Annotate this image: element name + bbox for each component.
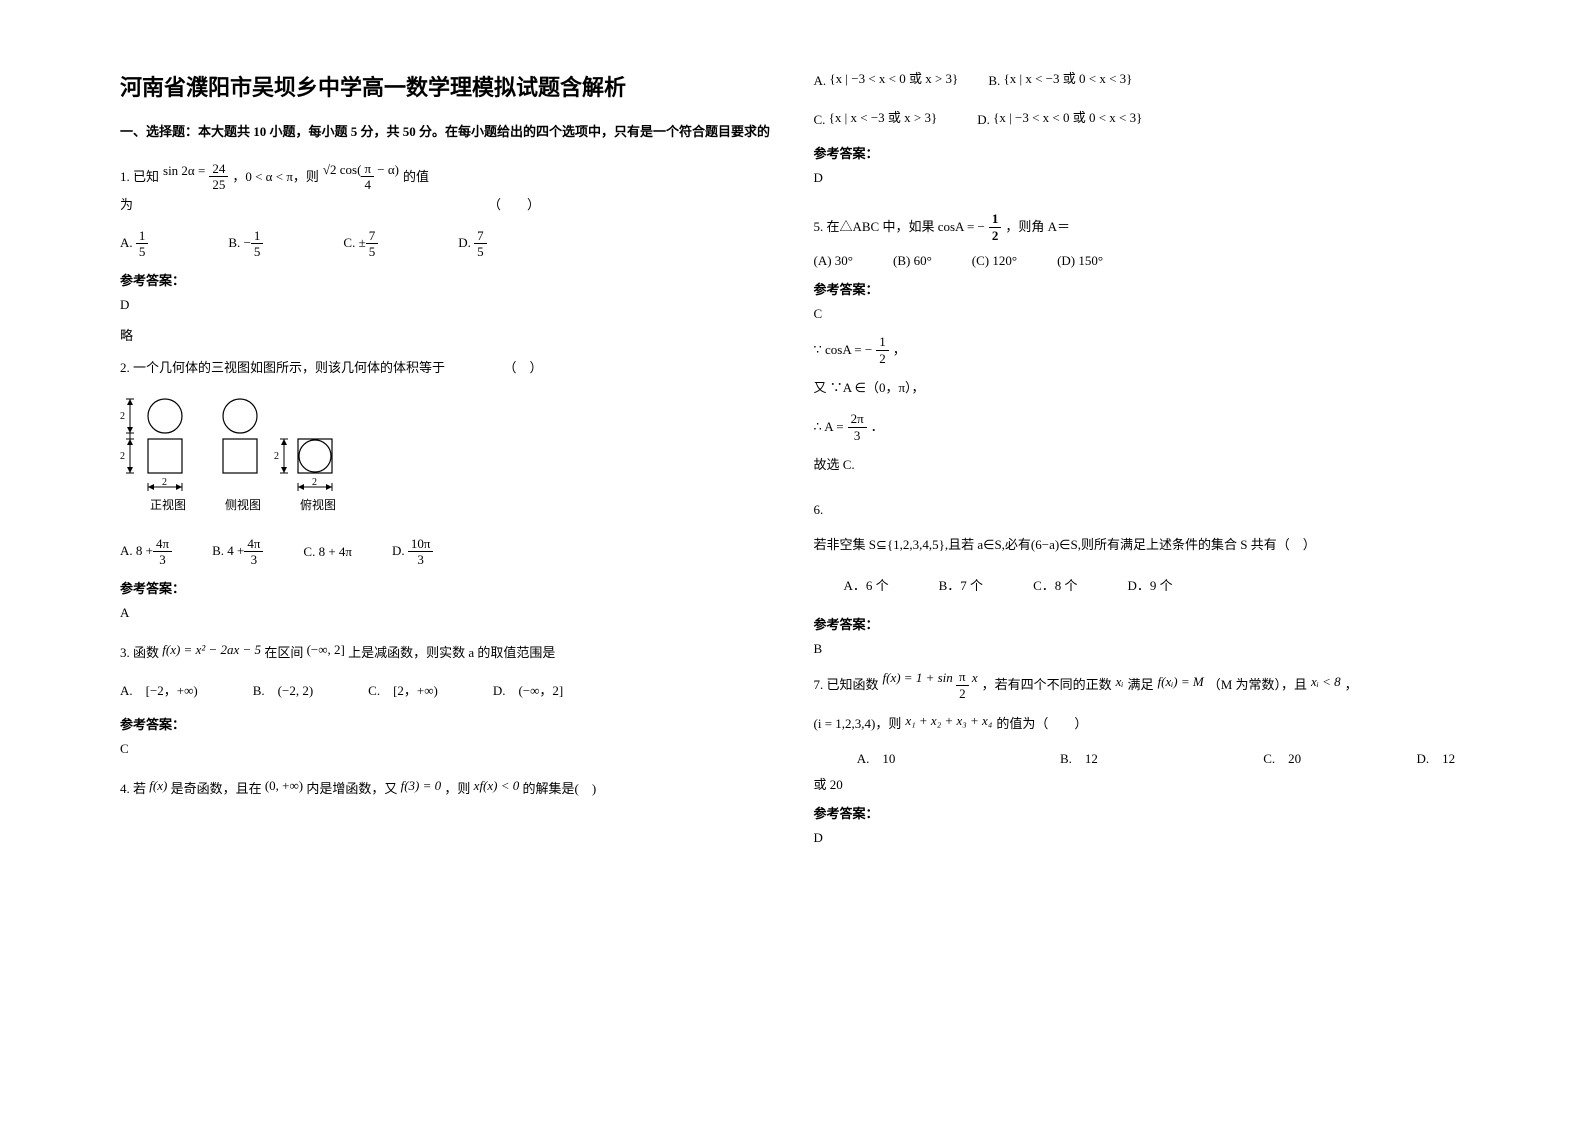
q4-opt-c: C. {x | x < −3 或 x > 3} (814, 109, 938, 128)
q1-answer: D (120, 297, 774, 313)
q5-answer-label: 参考答案： (814, 279, 1468, 298)
q1-eq-left: sin 2α = (163, 159, 205, 184)
q2-answer-label: 参考答案： (120, 578, 774, 597)
q2-options: A. 8 +4π3 B. 4 +4π3 C. 8 + 4π D. 10π3 (120, 536, 774, 568)
q1-opt-b: B. −15 (228, 228, 263, 260)
q7-fxi: f(xᵢ) = M (1158, 670, 1204, 695)
section-intro: 一、选择题：本大题共 10 小题，每小题 5 分，共 50 分。在每小题给出的四… (120, 122, 774, 143)
q1-note: 略 (120, 325, 774, 344)
q3-interval: (−∞, 2] (307, 642, 345, 657)
q2-answer: A (120, 605, 774, 621)
q3-answer: C (120, 741, 774, 757)
q1-expr-suf: − α) (374, 162, 399, 177)
doc-title: 河南省濮阳市吴坝乡中学高一数学理模拟试题含解析 (120, 70, 774, 102)
q5-sol-2: 又 ∵A ∈（0，π）， (814, 376, 1468, 401)
q5-opt-a: (A) 30° (814, 253, 854, 269)
q6-opt-c: C．8 个 (1033, 575, 1077, 594)
q4-xfx: xf(x) < 0 (474, 778, 520, 793)
q5-sol-3: ∴ A = 2π 3 ． (814, 411, 1468, 443)
q4-f3: f(3) = 0 (401, 778, 442, 793)
front-view-label: 正视图 (150, 497, 186, 512)
q4-answer-label: 参考答案： (814, 143, 1468, 162)
q3-opt-d: D. (−∞，2] (493, 680, 563, 699)
q1-opt-a: A. 15 (120, 228, 148, 260)
question-7-line2: (i = 1,2,3,4)，则 x₁ + x₂ + x₃ + x₄ 的值为（ ） (814, 712, 1468, 737)
q6-opt-d: D．9 个 (1127, 575, 1172, 594)
q1-expr-frac: π4 (361, 161, 374, 193)
q7-options: A. 10 B. 12 C. 20 D. 12 或 20 (814, 746, 1468, 798)
q4-fx: f(x) (149, 778, 167, 793)
q5-frac: 1 2 (989, 211, 1002, 243)
q5-answer: C (814, 306, 1468, 322)
question-2: 2. 一个几何体的三视图如图所示，则该几何体的体积等于 （ ） (120, 356, 774, 381)
q3-opt-a: A. [−2，+∞) (120, 680, 198, 699)
q7-sum: x₁ + x₂ + x₃ + x₄ (905, 709, 992, 734)
q3-fx: f(x) = x² − 2ax − 5 (162, 642, 261, 657)
q1-prefix: 1. 已知 (120, 165, 159, 190)
q5-options: (A) 30° (B) 60° (C) 120° (D) 150° (814, 253, 1468, 269)
q1-expr-pre: √2 cos( (323, 162, 362, 177)
q1-tail: 的值 (403, 165, 429, 190)
q4-opt-d: D. {x | −3 < x < 0 或 0 < x < 3} (977, 109, 1142, 128)
q7-opt-a: A. 10 (857, 746, 1057, 772)
question-6: 若非空集 S⊆{1,2,3,4,5},且若 a∈S,必有(6−a)∈S,则所有满… (814, 533, 1468, 558)
q3-answer-label: 参考答案： (120, 714, 774, 733)
q6-num: 6. (814, 498, 1468, 523)
left-column: 河南省濮阳市吴坝乡中学高一数学理模拟试题含解析 一、选择题：本大题共 10 小题… (100, 70, 794, 1092)
q4-answer: D (814, 170, 1468, 186)
q5-opt-d: (D) 150° (1057, 253, 1103, 269)
q4-options-row2: C. {x | x < −3 或 x > 3} D. {x | −3 < x <… (814, 109, 1468, 128)
q7-opt-b: B. 12 (1060, 746, 1260, 772)
question-3: 3. 函数 f(x) = x² − 2ax − 5 在区间 (−∞, 2] 上是… (120, 641, 774, 666)
q5-sol-1: ∵ cosA = − 1 2 ， (814, 334, 1468, 366)
q6-options: A．6 个 B．7 个 C．8 个 D．9 个 (814, 575, 1468, 594)
q5-sol-4: 故选 C. (814, 453, 1468, 478)
svg-text:2: 2 (120, 451, 125, 462)
q6-opt-b: B．7 个 (939, 575, 983, 594)
svg-text:2: 2 (120, 411, 125, 422)
q5-opt-b: (B) 60° (893, 253, 932, 269)
q7-fx: f(x) = 1 + sin (883, 670, 957, 685)
q4option-interval: (0, +∞) (265, 778, 303, 793)
q4-options-row1: A. {x | −3 < x < 0 或 x > 3} B. {x | x < … (814, 70, 1468, 89)
q1-frac1: 24 25 (209, 161, 228, 193)
q6-answer: B (814, 641, 1468, 657)
svg-text:2: 2 (162, 477, 167, 488)
q3-options: A. [−2，+∞) B. (−2, 2) C. [2，+∞) D. (−∞，2… (120, 680, 774, 699)
q7-opt-c: C. 20 (1263, 746, 1413, 772)
side-view-label: 侧视图 (225, 497, 261, 512)
right-column: A. {x | −3 < x < 0 或 x > 3} B. {x | x < … (794, 70, 1488, 1092)
q1-cond: ，0 < α < π，则 (232, 165, 319, 190)
q2-opt-a: A. 8 +4π3 (120, 536, 172, 568)
q6-opt-a: A．6 个 (844, 575, 889, 594)
svg-text:2: 2 (274, 451, 279, 462)
q7-answer-label: 参考答案： (814, 803, 1468, 822)
q1-tail2: 为 (120, 193, 133, 218)
question-1: 1. 已知 sin 2α = 24 25 ，0 < α < π，则 √2 cos… (120, 161, 774, 218)
q3-opt-b: B. (−2, 2) (253, 680, 313, 699)
q1-paren: （ ） (488, 193, 540, 218)
question-7: 7. 已知函数 f(x) = 1 + sin π2 x ，若有四个不同的正数 x… (814, 669, 1468, 701)
q5-opt-c: (C) 120° (972, 253, 1017, 269)
q1-opt-d: D. 75 (458, 228, 486, 260)
q1-answer-label: 参考答案： (120, 270, 774, 289)
q2-opt-d: D. 10π3 (392, 536, 433, 568)
top-view-label: 俯视图 (300, 497, 336, 512)
q2-opt-b: B. 4 +4π3 (212, 536, 263, 568)
q4-opt-b: B. {x | x < −3 或 0 < x < 3} (988, 70, 1132, 89)
q6-answer-label: 参考答案： (814, 614, 1468, 633)
question-4: 4. 若 f(x) 是奇函数，且在 (0, +∞) 内是增函数，又 f(3) =… (120, 777, 774, 802)
q2-three-view-diagram: 2 2 2 正视图 侧视图 2 (120, 391, 774, 521)
q2-opt-c: C. 8 + 4π (303, 544, 352, 560)
q1-options: A. 15 B. −15 C. ±75 D. 75 (120, 228, 774, 260)
svg-text:2: 2 (312, 477, 317, 488)
q3-opt-c: C. [2，+∞) (368, 680, 438, 699)
q7-answer: D (814, 830, 1468, 846)
q1-opt-c: C. ±75 (343, 228, 378, 260)
q4-opt-a: A. {x | −3 < x < 0 或 x > 3} (814, 70, 959, 89)
question-5: 5. 在△ABC 中，如果 cosA = − 1 2 ，则角 A＝ (814, 211, 1468, 243)
